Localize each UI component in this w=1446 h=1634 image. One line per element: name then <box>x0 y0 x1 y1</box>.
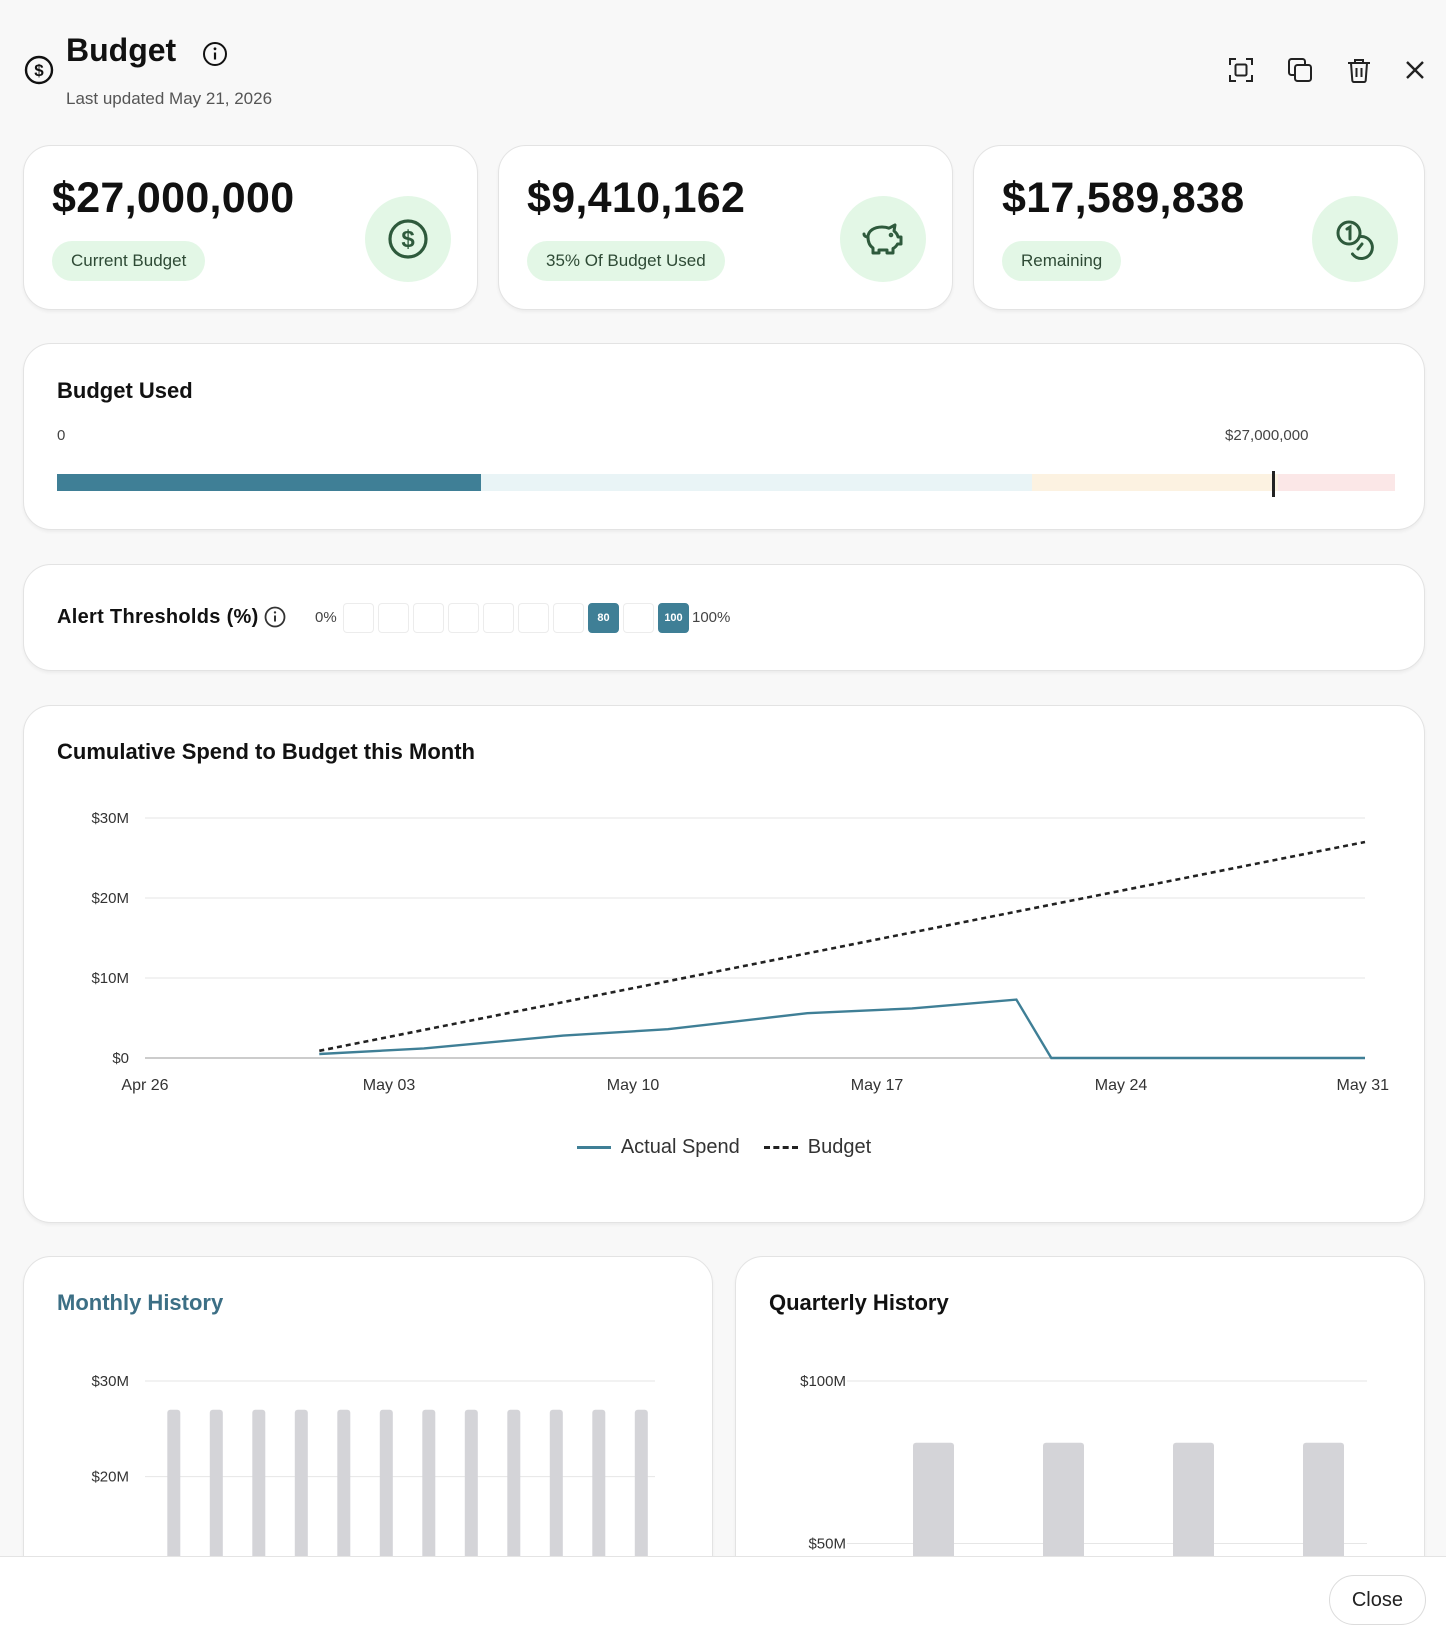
piggy-bank-icon <box>862 223 903 255</box>
threshold-cell[interactable] <box>343 603 374 633</box>
threshold-cell[interactable] <box>448 603 479 633</box>
series-line-budget <box>319 840 1366 1053</box>
threshold-cell[interactable] <box>623 603 654 633</box>
budget-used-title: Budget Used <box>57 378 193 403</box>
monthly-history-title[interactable]: Monthly History <box>57 1290 224 1315</box>
threshold-cell[interactable] <box>518 603 549 633</box>
stat-value: $17,589,838 <box>1002 174 1245 222</box>
expand-icon[interactable] <box>1227 56 1255 84</box>
coins-icon <box>1336 220 1374 260</box>
info-icon[interactable] <box>263 605 287 629</box>
x-tick-label: May 03 <box>363 1077 416 1094</box>
cumulative-spend-card: Cumulative Spend to Budget this Month $0… <box>23 705 1425 1223</box>
legend-label-actual: Actual Spend <box>620 1136 740 1158</box>
svg-text:$: $ <box>401 226 415 253</box>
y-tick-label: $30M <box>91 1373 129 1390</box>
stat-value: $27,000,000 <box>52 174 295 222</box>
stat-icon-circle: $ <box>365 196 451 282</box>
legend-swatch-actual <box>576 1146 611 1149</box>
dollar-circle-icon: $ <box>24 55 54 85</box>
threshold-cell[interactable] <box>553 603 584 633</box>
threshold-min-label: 0% <box>315 609 337 626</box>
x-tick-label: May 31 <box>1337 1077 1390 1094</box>
stat-card-remaining: $17,589,838 Remaining <box>973 145 1425 310</box>
stat-card-budget-used: $9,410,162 35% Of Budget Used <box>498 145 953 310</box>
budget-used-ok-zone <box>481 474 1032 491</box>
y-tick-label: $50M <box>808 1536 846 1553</box>
trash-icon[interactable] <box>1345 56 1373 84</box>
info-icon[interactable] <box>202 41 228 67</box>
threshold-cell-100[interactable]: 100 <box>658 603 689 633</box>
threshold-cells: 80 100 <box>343 603 689 633</box>
threshold-cell[interactable] <box>378 603 409 633</box>
copy-icon[interactable] <box>1286 56 1314 84</box>
stat-card-current-budget: $27,000,000 Current Budget $ <box>23 145 478 310</box>
alert-thresholds-card: Alert Thresholds (%) 0% 80 100 100% <box>23 564 1425 671</box>
legend-swatch-budget <box>763 1146 798 1149</box>
threshold-cell[interactable] <box>483 603 514 633</box>
stat-label: Remaining <box>1002 241 1122 281</box>
budget-limit-marker <box>1272 471 1275 497</box>
cumulative-title: Cumulative Spend to Budget this Month <box>57 739 475 764</box>
cumulative-chart: $0 $10M $20M $30M Apr 26 May 03 May 10 May 17 Ma… <box>91 810 1390 1094</box>
legend-label-budget: Budget <box>807 1136 872 1158</box>
budget-used-warning-zone <box>1032 474 1278 491</box>
budget-used-min-label: 0 <box>57 427 66 444</box>
budget-used-fill <box>57 474 481 491</box>
quarterly-history-title: Quarterly History <box>769 1290 949 1315</box>
stat-icon-circle <box>840 196 926 282</box>
budget-used-bar <box>57 474 1395 491</box>
panel-footer: Close <box>0 1556 1446 1634</box>
x-tick-label: May 10 <box>607 1077 660 1094</box>
x-tick-label: May 24 <box>1095 1077 1148 1094</box>
y-tick-label: $10M <box>91 970 129 987</box>
close-icon[interactable] <box>1401 56 1429 84</box>
budget-used-card: Budget Used 0 $27,000,000 <box>23 343 1425 530</box>
threshold-cell[interactable] <box>413 603 444 633</box>
stat-icon-circle <box>1312 196 1398 282</box>
y-tick-label: $20M <box>91 890 129 907</box>
threshold-cell-80[interactable]: 80 <box>588 603 619 633</box>
panel-header: $ Budget Last updated May 21, 2026 <box>0 0 1446 130</box>
budget-used-over-zone <box>1278 474 1395 491</box>
last-updated-text: Last updated May 21, 2026 <box>66 89 273 108</box>
stat-label: 35% Of Budget Used <box>527 241 725 281</box>
y-tick-label: $0 <box>112 1050 129 1067</box>
threshold-max-label: 100% <box>692 609 731 626</box>
legend-item-actual: Actual Spend <box>576 1136 740 1159</box>
stat-label: Current Budget <box>52 241 206 281</box>
budget-used-max-label: $27,000,000 <box>1225 427 1309 444</box>
x-tick-label: May 17 <box>851 1077 904 1094</box>
y-tick-label: $20M <box>91 1469 129 1486</box>
series-line-actual-spend <box>319 998 1365 1060</box>
y-tick-label: $100M <box>800 1373 846 1390</box>
cumulative-legend: Actual Spend Budget <box>24 1136 1424 1159</box>
close-button[interactable]: Close <box>1328 1575 1426 1625</box>
legend-item-budget: Budget <box>763 1136 872 1159</box>
alert-thresholds-label: Alert Thresholds (%) <box>57 606 259 628</box>
dollar-icon: $ <box>388 219 428 259</box>
y-tick-label: $30M <box>91 810 129 827</box>
x-tick-label: Apr 26 <box>121 1077 168 1094</box>
stat-value: $9,410,162 <box>527 174 746 222</box>
page-title: Budget <box>66 32 177 68</box>
svg-text:$: $ <box>34 61 44 80</box>
